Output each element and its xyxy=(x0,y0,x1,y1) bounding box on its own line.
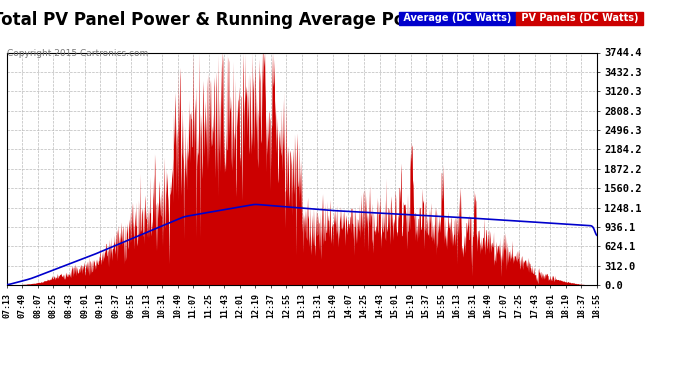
Text: Average (DC Watts): Average (DC Watts) xyxy=(400,13,515,23)
Text: Total PV Panel Power & Running Average Power Mon Mar 16 18:56: Total PV Panel Power & Running Average P… xyxy=(0,11,615,29)
Text: Copyright 2015 Cartronics.com: Copyright 2015 Cartronics.com xyxy=(7,49,148,58)
Text: PV Panels (DC Watts): PV Panels (DC Watts) xyxy=(518,13,642,23)
